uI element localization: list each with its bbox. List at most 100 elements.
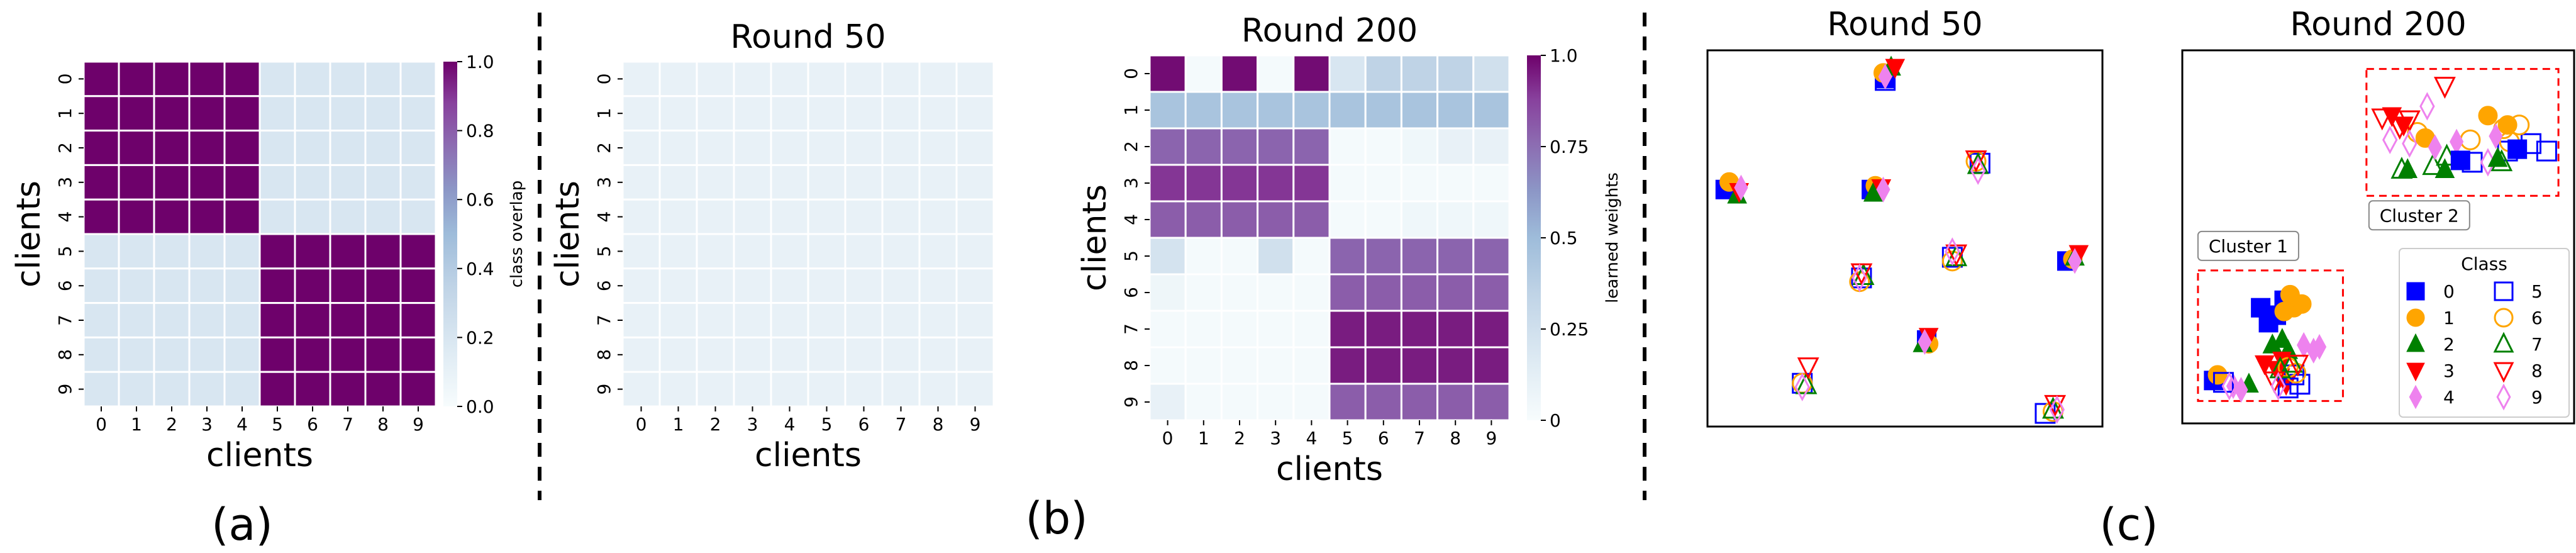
heatmap-cell <box>399 198 437 235</box>
heatmap-cell <box>364 164 402 201</box>
cluster-label-box <box>2197 230 2299 261</box>
heatmap-cell <box>1400 91 1439 130</box>
x-tick-label: 7 <box>342 414 353 435</box>
legend-entry-label: 2 <box>2443 334 2455 355</box>
heatmap-cell <box>82 60 120 98</box>
point-class-9 <box>1852 264 1867 293</box>
heatmap-cell <box>1257 200 1295 239</box>
legend-entry-label: 4 <box>2443 387 2455 408</box>
colorbar-tick-label: 0 <box>1550 410 1561 431</box>
x-axis-label: clients <box>755 437 862 474</box>
heatmap-cell <box>1400 346 1439 385</box>
point-class-4 <box>1878 64 1892 90</box>
heatmap-cell <box>1148 164 1187 203</box>
heatmap-cell <box>621 198 661 235</box>
heatmap-cell <box>1400 273 1439 312</box>
heatmap-cell <box>329 130 367 166</box>
colorbar-tick-label: 0.8 <box>466 121 494 142</box>
heatmap-cell <box>955 371 995 408</box>
heatmap-cell <box>918 130 958 166</box>
y-tick-label: 6 <box>1121 287 1141 298</box>
heatmap-cell <box>1257 346 1295 385</box>
heatmap-cell <box>1148 346 1187 385</box>
heatmap-cell <box>82 302 120 338</box>
heatmap-cell <box>1472 164 1511 203</box>
heatmap-cell <box>733 336 772 373</box>
heatmap-cell <box>658 233 698 270</box>
heatmap-cell <box>329 198 367 235</box>
legend-entry-label: 8 <box>2531 360 2543 381</box>
heatmap-cell <box>918 302 958 338</box>
heatmap-cell <box>844 371 884 408</box>
heatmap-cell <box>844 164 884 201</box>
heatmap-cell <box>82 233 120 270</box>
heatmap-cell <box>1292 127 1331 166</box>
heatmap-cell <box>1292 200 1331 239</box>
y-tick-label: 1 <box>1121 104 1141 116</box>
heatmap-cell <box>918 60 958 98</box>
heatmap-cell <box>621 371 661 408</box>
point-class-2 <box>2397 158 2418 179</box>
cluster-label: Cluster 1 <box>2209 236 2288 257</box>
colorbar-tick-label: 1.0 <box>466 52 494 72</box>
heatmap-cell <box>258 198 296 235</box>
heatmap-cell <box>223 267 261 304</box>
heatmap-cell <box>1364 346 1402 385</box>
point-class-8 <box>1850 263 1873 286</box>
heatmap-cell <box>82 164 120 201</box>
y-axis-label: clients <box>10 181 48 288</box>
heatmap-cell <box>1184 127 1223 166</box>
heatmap-cell <box>153 233 191 270</box>
y-tick-label: 9 <box>1121 396 1141 408</box>
heatmap-cell <box>1257 273 1295 312</box>
heatmap-cell <box>1436 273 1475 312</box>
y-tick-label: 8 <box>594 349 614 360</box>
heatmap-cell <box>294 60 331 98</box>
heatmap-cell <box>1184 164 1223 203</box>
heatmap-cell <box>1257 127 1295 166</box>
heatmap-cell <box>1220 310 1259 349</box>
x-tick-label: 4 <box>236 414 248 435</box>
heatmap-cell <box>294 302 331 338</box>
heatmap-cell <box>844 336 884 373</box>
heatmap-cell <box>294 233 331 270</box>
heatmap-cell <box>807 371 847 408</box>
heatmap-cell <box>1220 346 1259 385</box>
heatmap-cell <box>1400 310 1439 349</box>
heatmap-cell <box>1436 383 1475 422</box>
x-tick-label: 2 <box>710 414 721 435</box>
heatmap-cell <box>918 95 958 132</box>
point-class-9 <box>2270 372 2286 401</box>
point-class-9 <box>2496 383 2511 411</box>
heatmap-cell <box>188 198 226 235</box>
heatmap-cell <box>621 95 661 132</box>
colorbar-tick-label: 0.4 <box>466 259 494 279</box>
heatmap-cell <box>1148 200 1187 239</box>
heatmap-cell <box>1257 54 1295 93</box>
heatmap-cell <box>844 95 884 132</box>
heatmap-cell <box>1184 54 1223 93</box>
heatmap-cell <box>1184 383 1223 422</box>
colorbar-tick-label: 0.5 <box>1550 228 1578 249</box>
heatmap-cell <box>223 233 261 270</box>
point-class-4 <box>1734 174 1748 201</box>
heatmap-cell <box>770 164 809 201</box>
heatmap-cell <box>844 60 884 98</box>
heatmap-cell <box>118 198 155 235</box>
heatmap-cell <box>1328 346 1367 385</box>
heatmap-cell <box>153 130 191 166</box>
heatmap-cell <box>1148 91 1187 130</box>
x-axis-label: clients <box>206 437 313 474</box>
heatmap-cell <box>399 60 437 98</box>
heatmap-cell <box>881 130 921 166</box>
heatmap-cell <box>294 371 331 408</box>
heatmap-cell <box>364 198 402 235</box>
panel-label-c: (c) <box>2099 499 2158 550</box>
heatmap-cell <box>658 130 698 166</box>
heatmap-cell <box>1436 127 1475 166</box>
heatmap-cell <box>696 302 735 338</box>
heatmap-cell <box>1364 273 1402 312</box>
x-tick-label: 0 <box>636 414 647 435</box>
colorbar-label: learned weights <box>1603 172 1622 303</box>
x-tick-label: 6 <box>1378 428 1389 449</box>
